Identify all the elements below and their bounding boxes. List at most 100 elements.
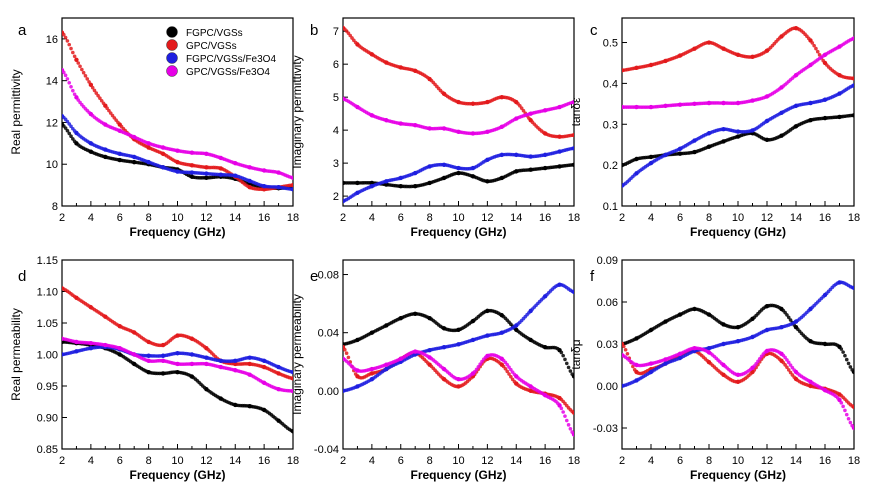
series-marker [72, 339, 77, 344]
series-fgpc-vgss-fe3o4 [343, 146, 574, 204]
legend-swatch [166, 26, 178, 38]
series-marker [632, 362, 637, 367]
x-tick-label: 12 [481, 455, 493, 467]
series-marker [676, 54, 680, 59]
series-marker [188, 373, 192, 378]
series-gpc-vgss [343, 25, 574, 139]
series-marker [274, 417, 279, 422]
series-gpc-vgss [62, 286, 293, 381]
series-marker [690, 349, 695, 354]
y-tick-label: 0.85 [37, 444, 58, 456]
series-marker [632, 66, 637, 71]
y-axis-label: tanδε [569, 97, 583, 126]
series-marker [130, 160, 135, 164]
series-marker [397, 357, 401, 362]
series-marker [80, 67, 84, 72]
series-marker [734, 379, 738, 384]
series-marker [202, 176, 207, 180]
x-axis-label: Frequency (GHz) [410, 468, 506, 482]
series-marker [850, 285, 854, 290]
series-marker [202, 345, 207, 349]
series-marker [440, 90, 445, 95]
y-tick-label: 10 [46, 159, 58, 171]
series-marker [426, 354, 430, 359]
series-marker [647, 162, 651, 167]
series-marker [647, 63, 651, 68]
x-tick-label: 18 [848, 212, 860, 224]
series-marker [188, 336, 192, 340]
series-marker [559, 350, 564, 355]
series-marker [777, 134, 782, 139]
panel-letter: c [590, 22, 598, 39]
series-marker [777, 306, 782, 310]
series-marker [647, 362, 651, 366]
plot-frame [342, 259, 575, 450]
series-marker [734, 325, 738, 330]
series-marker [843, 408, 847, 413]
series-marker [844, 357, 849, 362]
series-marker [274, 386, 279, 391]
series-marker [101, 147, 106, 151]
x-tick-label: 8 [146, 455, 152, 467]
series-fgpc-vgss-fe3o4 [62, 113, 293, 192]
series-marker [145, 339, 149, 343]
y-tick-label: 0.5 [603, 38, 618, 50]
series-marker [566, 365, 571, 370]
series-marker [246, 362, 250, 366]
series-marker [72, 54, 77, 59]
series-marker [289, 187, 293, 191]
series-marker [527, 383, 531, 388]
series-marker [719, 127, 724, 132]
series-marker [505, 369, 510, 374]
series-marker [426, 348, 430, 353]
series-marker [454, 165, 459, 170]
x-tick-label: 14 [790, 212, 802, 224]
series-marker [145, 144, 149, 149]
series-marker [173, 351, 178, 356]
series-marker [454, 99, 459, 104]
x-tick-label: 4 [648, 455, 654, 467]
x-tick-label: 12 [200, 212, 212, 224]
series-marker [454, 376, 459, 381]
series-marker [661, 59, 666, 64]
x-tick-label: 18 [287, 212, 299, 224]
series-marker [512, 98, 517, 103]
series-marker [734, 129, 738, 134]
x-tick-label: 18 [848, 455, 860, 467]
series-marker [87, 149, 91, 153]
series-gpc-vgss-fe3o4 [62, 336, 293, 394]
series-marker [821, 98, 825, 103]
series-marker [705, 145, 709, 150]
series-marker [661, 154, 666, 158]
series-marker [483, 309, 488, 314]
series-marker [159, 151, 164, 155]
series-marker [260, 183, 265, 188]
series-marker [260, 187, 265, 192]
y-axis-label: Imaginary permittivity [290, 55, 304, 168]
series-marker [757, 356, 762, 361]
series-marker [231, 160, 236, 165]
series-marker [509, 374, 513, 379]
series-marker [661, 358, 666, 362]
x-tick-label: 10 [732, 455, 744, 467]
panel-letter: d [18, 268, 26, 285]
series-marker [748, 371, 753, 376]
series-marker [705, 132, 709, 136]
series-marker [474, 367, 479, 372]
series-marker [625, 352, 630, 356]
series-marker [835, 45, 840, 50]
x-tick-label: 14 [790, 455, 802, 467]
series-marker [763, 305, 767, 309]
series-marker [476, 365, 481, 369]
series-marker [792, 320, 796, 325]
x-tick-label: 14 [229, 455, 241, 467]
series-marker [173, 159, 178, 164]
series-marker [92, 88, 97, 93]
series-marker [705, 311, 709, 316]
series-marker [806, 101, 811, 106]
series-marker [719, 371, 724, 376]
series-marker [440, 162, 445, 167]
series-marker [72, 129, 77, 133]
series-marker [555, 283, 560, 288]
series-marker [763, 350, 767, 355]
